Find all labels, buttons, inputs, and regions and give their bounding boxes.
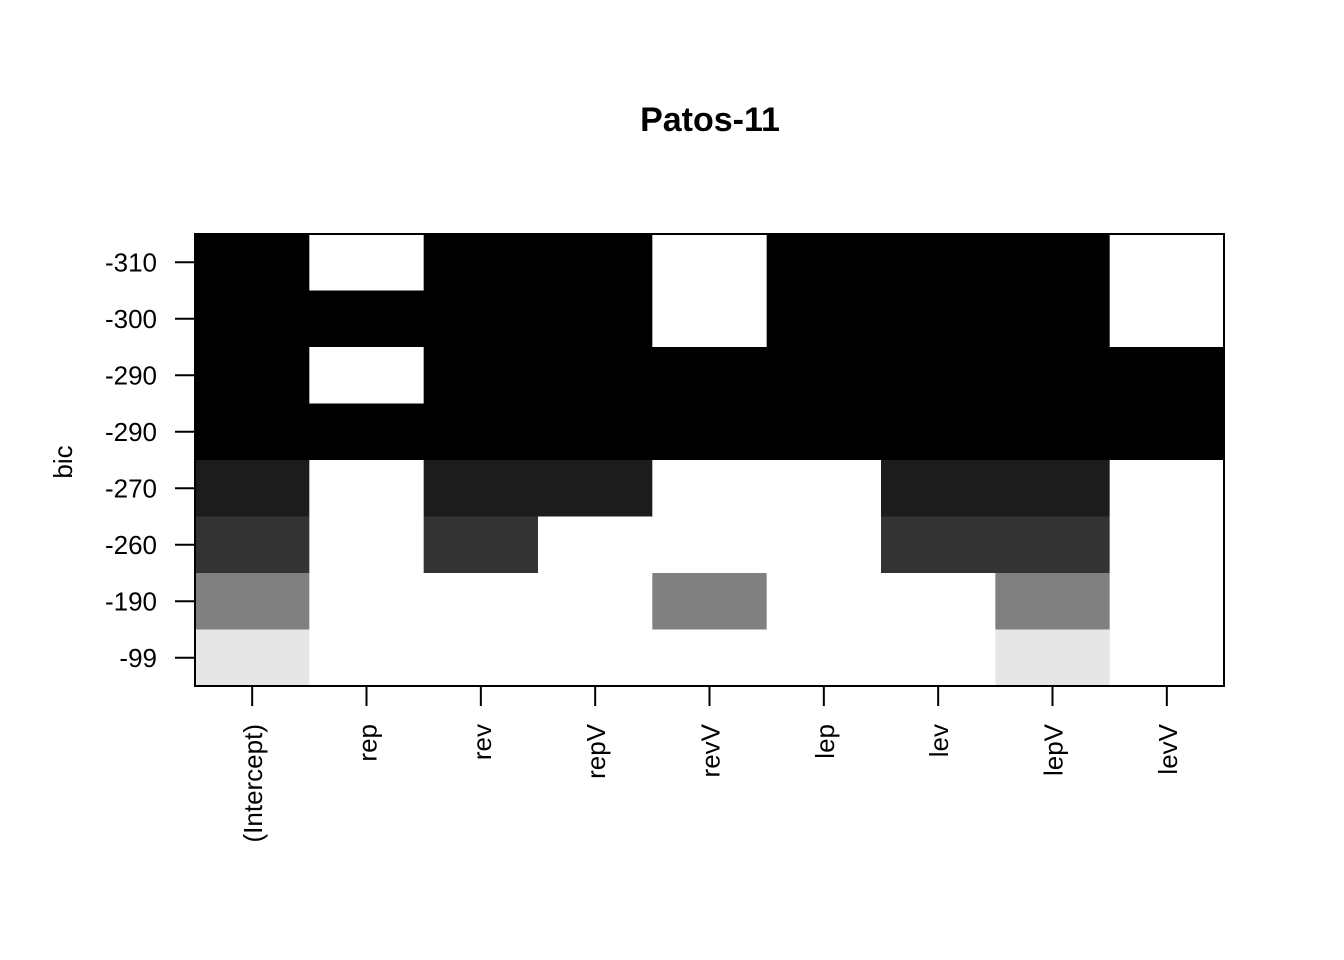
heatmap-cell (995, 403, 1111, 461)
heatmap-cell (881, 290, 996, 348)
heatmap-cell (1109, 234, 1225, 292)
heatmap-cell (309, 347, 425, 405)
heatmap-cell (652, 629, 768, 687)
heatmap-cell (652, 290, 768, 348)
heatmap-cell (881, 403, 996, 461)
heatmap-cell (1109, 629, 1225, 687)
heatmap-cell (195, 290, 310, 348)
heatmap-cell (309, 290, 425, 348)
chart-title: Patos-11 (640, 101, 780, 139)
heatmap-cell (195, 403, 310, 461)
x-tick-label: levV (1153, 723, 1183, 774)
heatmap-cell (995, 460, 1111, 518)
x-tick-label: revV (696, 723, 726, 777)
heatmap-cell (766, 403, 882, 461)
heatmap-cell (309, 629, 425, 687)
heatmap-cell (195, 629, 310, 687)
heatmap-cell (423, 290, 539, 348)
heatmap-cell (538, 403, 653, 461)
heatmap-cell (538, 460, 653, 518)
y-tick-label: -300 (105, 304, 157, 334)
heatmap-cell (423, 573, 539, 631)
y-tick-label: -290 (105, 417, 157, 447)
heatmap-cell (766, 629, 882, 687)
heatmap-cell (195, 573, 310, 631)
heatmap-cell (1109, 347, 1225, 405)
heatmap-cell (423, 460, 539, 518)
y-tick-label: -260 (105, 530, 157, 560)
heatmap-cell (423, 629, 539, 687)
heatmap-cell (1109, 573, 1225, 631)
heatmap-cell (995, 290, 1111, 348)
x-tick-label: lepV (1039, 723, 1069, 776)
heatmap-cell (995, 234, 1111, 292)
heatmap-cell (881, 629, 996, 687)
heatmap-cell (881, 234, 996, 292)
y-tick-label: -190 (105, 586, 157, 616)
x-tick-label: (Intercept) (238, 724, 268, 843)
heatmap-cell (538, 573, 653, 631)
x-tick-label: repV (581, 723, 611, 779)
heatmap-cell (881, 347, 996, 405)
heatmap-cell (538, 347, 653, 405)
heatmap-cell (309, 573, 425, 631)
heatmap-cell (995, 629, 1111, 687)
heatmap-cell (309, 234, 425, 292)
heatmap-cell (309, 516, 425, 574)
x-tick-label: rep (353, 724, 383, 762)
heatmap-cell (766, 573, 882, 631)
heatmap-cell (652, 347, 768, 405)
heatmap-cell (995, 347, 1111, 405)
heatmap-cells (195, 234, 1225, 687)
heatmap-cell (881, 460, 996, 518)
heatmap-cell (766, 290, 882, 348)
x-axis: (Intercept) rep rev repV revV lep lev lepV levV (238, 686, 1183, 843)
x-tick-label: lev (924, 724, 954, 757)
heatmap-cell (995, 516, 1111, 574)
heatmap-cell (995, 573, 1111, 631)
heatmap-cell (538, 629, 653, 687)
y-axis-label: bic (48, 445, 78, 478)
x-tick-label: rev (467, 724, 497, 760)
heatmap-cell (766, 234, 882, 292)
heatmap-cell (652, 234, 768, 292)
heatmap-cell (538, 516, 653, 574)
heatmap-cell (652, 573, 768, 631)
heatmap-cell (1109, 403, 1225, 461)
x-tick-label: lep (810, 724, 840, 759)
heatmap-cell (423, 516, 539, 574)
heatmap-cell (766, 460, 882, 518)
heatmap-cell (423, 347, 539, 405)
heatmap-cell (1109, 516, 1225, 574)
y-tick-label: -290 (105, 360, 157, 390)
heatmap-cell (766, 516, 882, 574)
heatmap-cell (538, 290, 653, 348)
heatmap-cell (195, 460, 310, 518)
heatmap-cell (309, 403, 425, 461)
heatmap-cell (195, 347, 310, 405)
heatmap-cell (1109, 460, 1225, 518)
heatmap-cell (423, 234, 539, 292)
y-tick-label: -310 (105, 247, 157, 277)
y-axis: -310 -300 -290 -290 -270 -260 -190 -99 (105, 247, 195, 673)
heatmap-cell (652, 460, 768, 518)
heatmap-cell (881, 516, 996, 574)
heatmap-cell (309, 460, 425, 518)
heatmap-cell (195, 234, 310, 292)
heatmap-cell (652, 403, 768, 461)
heatmap-cell (195, 516, 310, 574)
heatmap-cell (1109, 290, 1225, 348)
heatmap-cell (423, 403, 539, 461)
y-tick-label: -270 (105, 473, 157, 503)
heatmap-cell (652, 516, 768, 574)
heatmap-cell (538, 234, 653, 292)
y-tick-label: -99 (119, 643, 157, 673)
heatmap-cell (881, 573, 996, 631)
heatmap-cell (766, 347, 882, 405)
